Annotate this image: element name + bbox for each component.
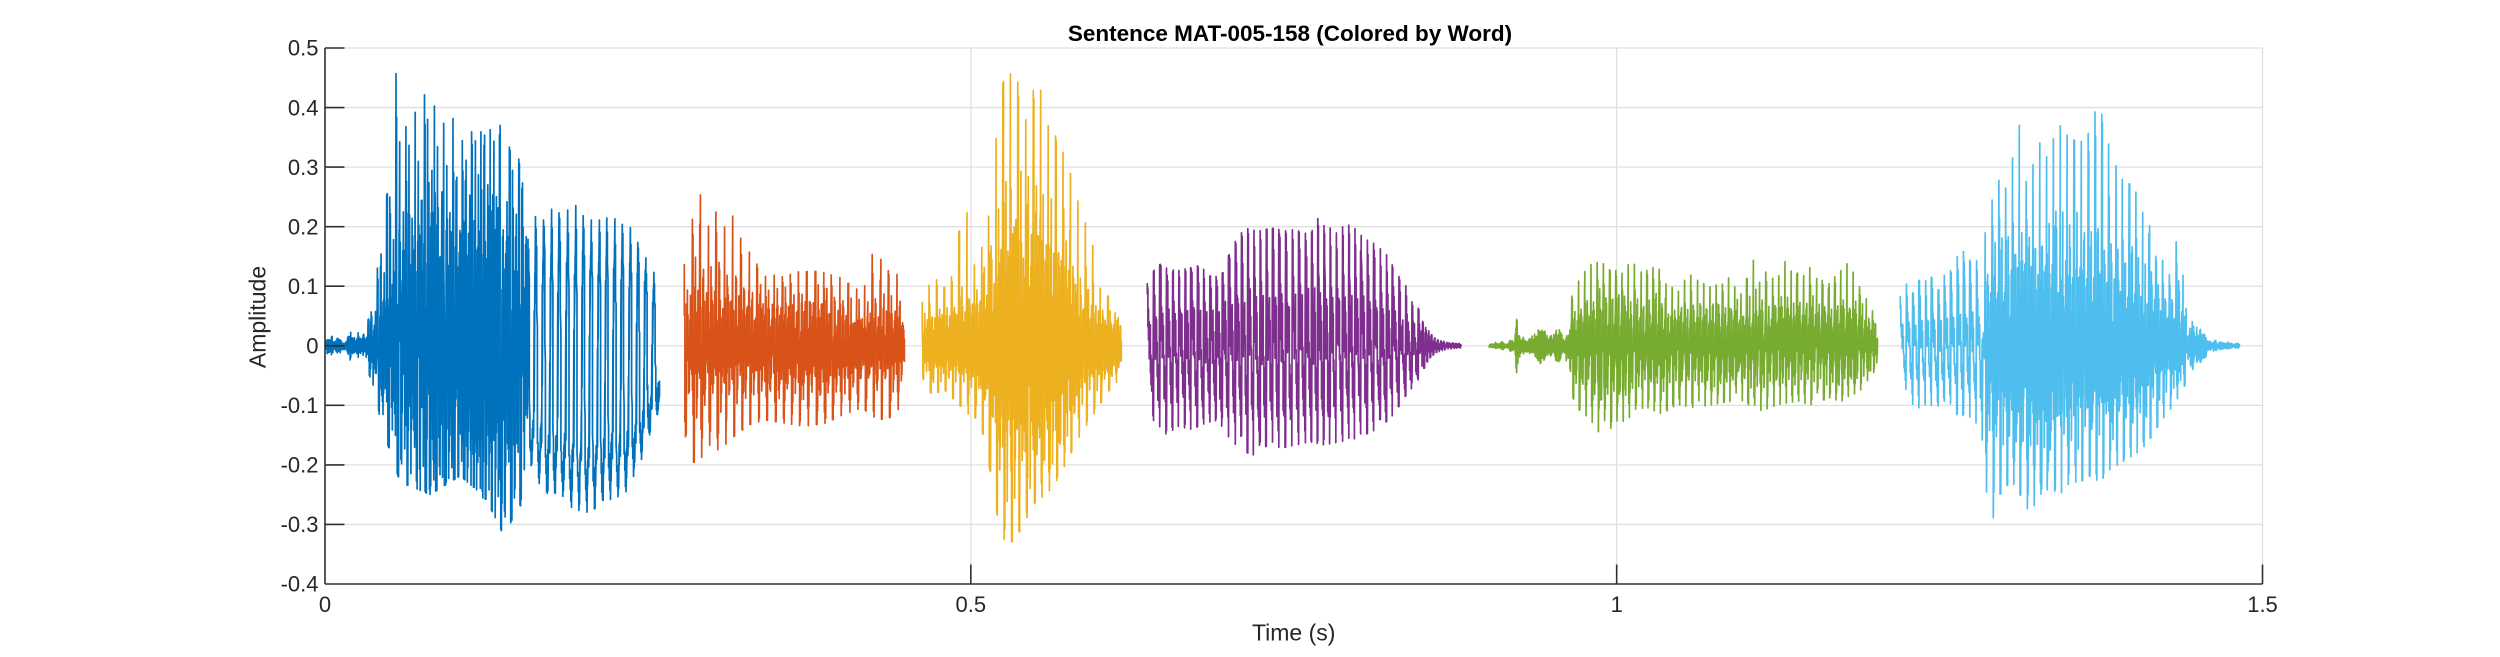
svg-text:0.3: 0.3 [288, 155, 319, 180]
svg-text:-0.4: -0.4 [281, 572, 319, 597]
svg-text:0: 0 [319, 592, 331, 617]
svg-text:0.5: 0.5 [288, 36, 319, 61]
svg-text:Sentence MAT-005-158 (Colored: Sentence MAT-005-158 (Colored by Word) [1068, 21, 1512, 46]
svg-text:1: 1 [1611, 592, 1623, 617]
svg-text:0.4: 0.4 [288, 95, 319, 120]
svg-text:1.5: 1.5 [2247, 592, 2278, 617]
svg-text:0.2: 0.2 [288, 214, 319, 239]
svg-text:-0.3: -0.3 [281, 512, 319, 537]
svg-text:Time (s): Time (s) [1252, 620, 1335, 646]
svg-text:Amplitude: Amplitude [244, 266, 270, 368]
svg-text:0: 0 [306, 334, 318, 359]
svg-text:-0.2: -0.2 [281, 453, 319, 478]
svg-text:-0.1: -0.1 [281, 393, 319, 418]
svg-text:0.5: 0.5 [956, 592, 987, 617]
svg-text:0.1: 0.1 [288, 274, 319, 299]
